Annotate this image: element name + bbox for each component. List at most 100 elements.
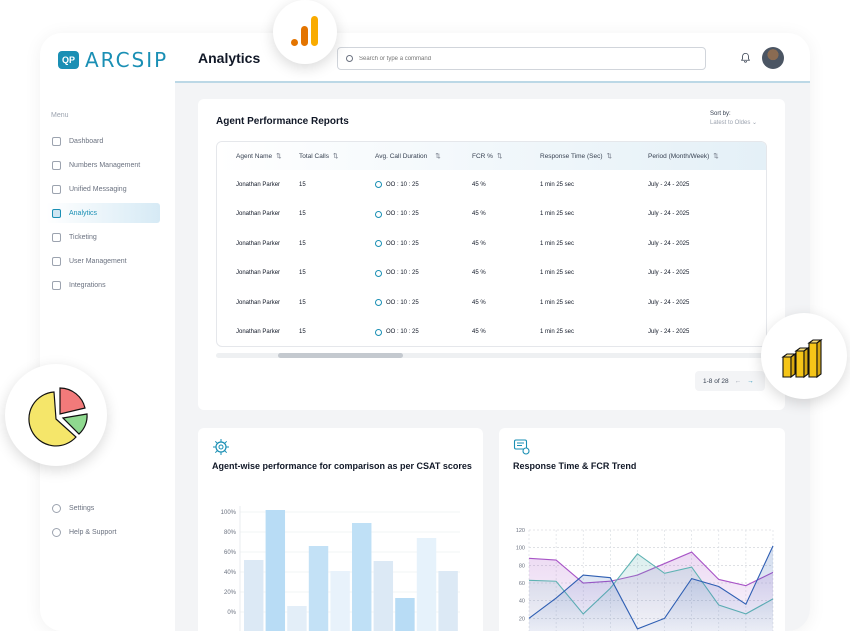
- y-tick-label: 20%: [224, 590, 237, 596]
- clock-icon: [375, 328, 382, 336]
- sidebar-item-ticketing[interactable]: Ticketing: [46, 227, 160, 247]
- col-total-calls[interactable]: Total Calls ⇅: [299, 152, 375, 160]
- chevron-down-icon: ⌄: [752, 120, 758, 126]
- bell-icon[interactable]: [740, 52, 751, 63]
- app-window: QP ARCSIP Menu Dashboard Numbers Managem…: [40, 33, 810, 631]
- ticket-icon: [52, 232, 61, 242]
- sidebar-item-dashboard[interactable]: Dashboard: [46, 131, 160, 151]
- cell-fcr: 45 %: [472, 181, 486, 188]
- table-row[interactable]: Jonathan Parker 15 OO : 10 : 25 45 % 1 min 2…: [217, 170, 766, 200]
- menu-label: Menu: [51, 112, 69, 119]
- bar: [330, 571, 350, 631]
- cell-response-time: 1 min 25 sec: [540, 329, 575, 336]
- pagination: 1-8 of 28 ← →: [695, 371, 765, 391]
- users-icon: [52, 256, 61, 266]
- cell-response-time: 1 min 25 sec: [540, 240, 575, 247]
- google-analytics-badge: [273, 0, 337, 64]
- sidebar-item-label: Analytics: [69, 209, 98, 217]
- duration-value: OO : 10 : 25: [386, 240, 419, 247]
- y-tick-label: 20: [519, 616, 525, 622]
- search-input[interactable]: [359, 55, 679, 62]
- sort-arrows-icon: ⇅: [276, 153, 282, 160]
- sidebar-bottom-nav: Settings Help & Support: [46, 498, 160, 546]
- pagination-label: 1-8 of 28: [703, 377, 729, 385]
- cell-period: July - 24 - 2025: [648, 240, 690, 247]
- sidebar-item-analytics[interactable]: Analytics: [46, 203, 160, 223]
- trend-line-chart: 120 100 80 60 40 20: [516, 528, 774, 631]
- arrow-left-icon[interactable]: ←: [734, 377, 742, 385]
- col-period[interactable]: Period (Month/Week) ⇅: [648, 152, 748, 160]
- page-title: Analytics: [198, 50, 261, 66]
- table-row[interactable]: Jonathan Parker 15 OO : 10 : 25 45 % 1 min 2…: [217, 259, 766, 289]
- y-tick-label: 100%: [221, 510, 237, 516]
- table-row[interactable]: Jonathan Parker 15 OO : 10 : 25 45 % 1 min 2…: [217, 288, 766, 318]
- scrollbar-thumb[interactable]: [278, 353, 403, 358]
- duration-value: OO : 10 : 25: [386, 299, 419, 306]
- clock-icon: [375, 210, 382, 218]
- cell-total-calls: 15: [299, 211, 306, 218]
- sort-dropdown[interactable]: Sort by: Latest to Oldes ⌄: [710, 111, 757, 126]
- google-analytics-icon: [291, 16, 318, 46]
- sidebar-item-user-management[interactable]: User Management: [46, 251, 160, 271]
- horizontal-scrollbar[interactable]: [216, 353, 767, 358]
- report-title: Agent Performance Reports: [216, 116, 349, 127]
- sidebar-item-integrations[interactable]: Integrations: [46, 275, 160, 295]
- cell-response-time: 1 min 25 sec: [540, 270, 575, 277]
- sidebar-item-numbers-management[interactable]: Numbers Management: [46, 155, 160, 175]
- cell-fcr: 45 %: [472, 299, 486, 306]
- bar: [438, 571, 458, 631]
- sort-arrows-icon: ⇅: [606, 153, 612, 160]
- topbar: Analytics: [175, 33, 810, 83]
- table-row[interactable]: Jonathan Parker 15 OO : 10 : 25 45 % 1 min 2…: [217, 229, 766, 259]
- col-response-time[interactable]: Response Time (Sec) ⇅: [540, 152, 648, 160]
- numbers-icon: [52, 160, 61, 170]
- y-tick-label: 0%: [227, 610, 236, 616]
- sort-arrows-icon: ⇅: [332, 153, 339, 160]
- cell-response-time: 1 min 25 sec: [540, 299, 575, 306]
- clock-icon: [375, 240, 382, 248]
- gear-network-icon: [213, 439, 229, 455]
- col-agent-name[interactable]: Agent Name ⇅: [217, 152, 299, 160]
- sidebar-item-help-support[interactable]: Help & Support: [46, 522, 160, 542]
- sidebar-nav: Dashboard Numbers Management Unified Mes…: [46, 131, 160, 299]
- cell-fcr: 45 %: [472, 329, 486, 336]
- duration-value: OO : 10 : 25: [386, 181, 419, 188]
- table-row[interactable]: Jonathan Parker 15 OO : 10 : 25 45 % 1 min 2…: [217, 318, 766, 347]
- series-line: [528, 545, 774, 630]
- bar-chart-3d-icon: [781, 338, 823, 379]
- cell-period: July - 24 - 2025: [648, 299, 690, 306]
- dashboard-icon: [52, 136, 61, 146]
- sidebar-item-label: Unified Messaging: [69, 185, 127, 193]
- bar: [352, 523, 372, 631]
- headset-icon: [52, 527, 61, 537]
- y-tick-label: 60%: [224, 550, 237, 556]
- clock-icon: [375, 181, 382, 189]
- col-avg-call-duration[interactable]: Avg. Call Duration ⇅: [375, 152, 472, 161]
- cell-response-time: 1 min 25 sec: [540, 181, 575, 188]
- report-table: Agent Name ⇅ Total Calls ⇅ Avg. Call Durat…: [216, 141, 767, 347]
- cell-agent-name: Jonathan Parker: [236, 240, 281, 247]
- pie-chart-icon: [28, 387, 88, 447]
- column-label: Response Time (Sec): [540, 153, 603, 160]
- y-tick-label: 100: [516, 546, 525, 552]
- sidebar-item-settings[interactable]: Settings: [46, 498, 160, 518]
- duration-value: OO : 10 : 25: [386, 211, 419, 218]
- column-label: Avg. Call Duration: [375, 152, 428, 160]
- sidebar-item-label: Ticketing: [69, 233, 97, 241]
- y-tick-label: 40: [519, 599, 525, 605]
- avatar[interactable]: [762, 47, 784, 69]
- y-tick-label: 80%: [224, 530, 237, 536]
- table-row[interactable]: Jonathan Parker 15 OO : 10 : 25 45 % 1 min 2…: [217, 200, 766, 230]
- col-fcr[interactable]: FCR % ⇅: [472, 152, 540, 160]
- sort-arrows-icon: ⇅: [713, 153, 719, 160]
- gear-icon: [52, 503, 61, 513]
- cell-avg-call-duration: OO : 10 : 25: [375, 240, 472, 248]
- y-tick-label: 60: [519, 581, 525, 587]
- search-bar[interactable]: [337, 47, 706, 70]
- analytics-icon: [52, 208, 61, 218]
- arrow-right-icon[interactable]: →: [747, 377, 754, 385]
- series-area: [529, 545, 773, 631]
- cell-total-calls: 15: [299, 181, 306, 188]
- brand-logo[interactable]: QP ARCSIP: [58, 48, 168, 72]
- sidebar-item-unified-messaging[interactable]: Unified Messaging: [46, 179, 160, 199]
